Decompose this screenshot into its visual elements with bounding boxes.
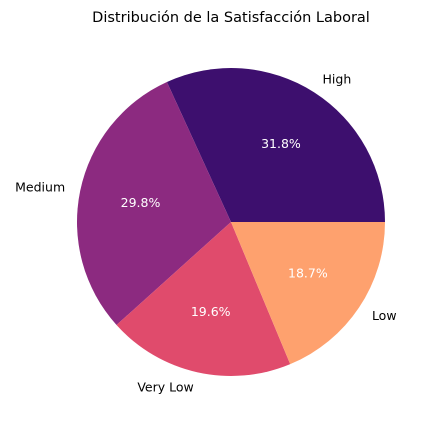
slice-label-very-low: Very Low: [137, 379, 193, 394]
slice-percent-medium: 29.8%: [121, 195, 161, 210]
slice-label-high: High: [323, 71, 352, 86]
slice-percent-very-low: 19.6%: [191, 304, 231, 319]
pie-slice-low: [231, 222, 385, 365]
chart-title: Distribución de la Satisfacción Laboral: [92, 10, 370, 26]
pie-labels: High 31.8% Medium 29.8% Very Low 19.6% Low 18.7…: [15, 71, 396, 394]
pie-slice-very-low: [116, 222, 291, 376]
pie-slice-medium: [76, 81, 231, 326]
slice-percent-low: 18.7%: [288, 265, 328, 280]
slice-percent-high: 31.8%: [261, 136, 301, 151]
slice-label-medium: Medium: [15, 180, 65, 195]
pie-slices: [76, 67, 385, 376]
pie-slice-high: [166, 67, 385, 222]
slice-label-low: Low: [372, 308, 397, 323]
